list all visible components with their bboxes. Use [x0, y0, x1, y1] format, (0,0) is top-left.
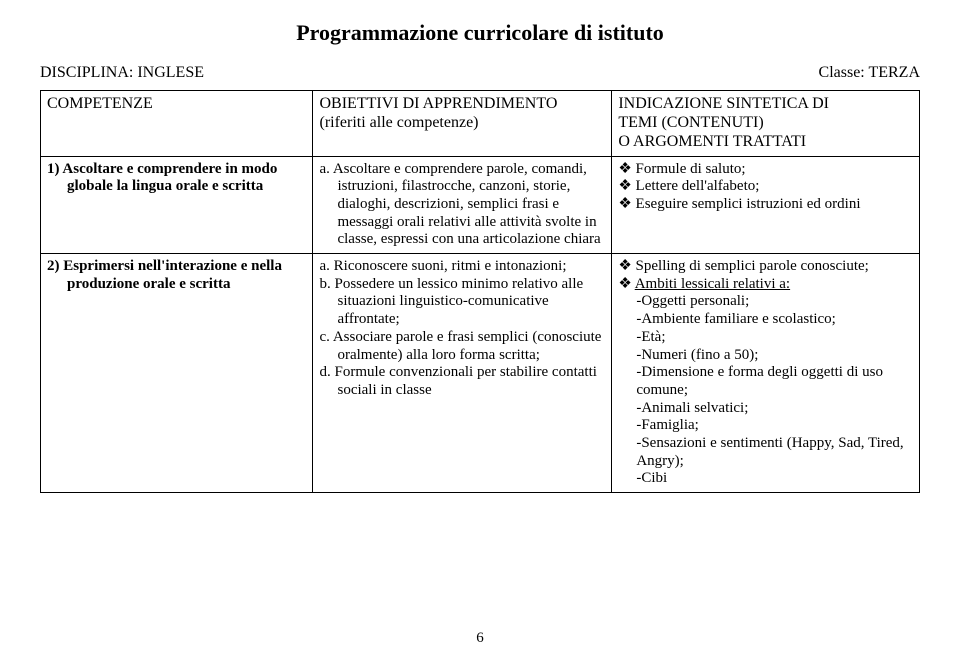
tema-1-1: Formule di saluto; — [618, 161, 913, 179]
table-row: 1) Ascoltare e comprendere in modo globa… — [41, 156, 920, 253]
col2-header: OBIETTIVI DI APPRENDIMENTO (riferiti all… — [313, 91, 612, 157]
col3-header-line3: O ARGOMENTI TRATTATI — [618, 133, 913, 152]
table-row: 2) Esprimersi nell'interazione e nella p… — [41, 254, 920, 493]
tema-1-3: Eseguire semplici istruzioni ed ordini — [618, 196, 913, 214]
cell-competenza-2: 2) Esprimersi nell'interazione e nella p… — [41, 254, 313, 493]
tema-2-2: Ambiti lessicali relativi a: — [618, 276, 913, 294]
page-number: 6 — [0, 630, 960, 647]
tema-2-sub6: -Animali selvatici; — [618, 400, 913, 418]
curriculum-table: COMPETENZE OBIETTIVI DI APPRENDIMENTO (r… — [40, 90, 920, 493]
obiettivo-2c: c. Associare parole e frasi semplici (co… — [319, 329, 605, 364]
cell-temi-1: Formule di saluto; Lettere dell'alfabeto… — [612, 156, 920, 253]
tema-2-sub2: -Ambiente familiare e scolastico; — [618, 311, 913, 329]
tema-2-sub8: -Sensazioni e sentimenti (Happy, Sad, Ti… — [618, 435, 913, 470]
col2-header-line2: (riferiti alle competenze) — [319, 114, 605, 133]
tema-2-1: Spelling di semplici parole conosciute; — [618, 258, 913, 276]
tema-2-sub5: -Dimensione e forma degli oggetti di uso… — [618, 364, 913, 399]
obiettivo-2d: d. Formule convenzionali per stabilire c… — [319, 364, 605, 399]
col1-header: COMPETENZE — [41, 91, 313, 157]
page-title: Programmazione curricolare di istituto — [296, 20, 664, 46]
class-label: Classe: TERZA — [819, 64, 920, 82]
obiettivo-2a: a. Riconoscere suoni, ritmi e intonazion… — [319, 258, 605, 276]
tema-2-sub3: -Età; — [618, 329, 913, 347]
col3-header-line1: INDICAZIONE SINTETICA DI — [618, 95, 913, 114]
tema-2-sub7: -Famiglia; — [618, 417, 913, 435]
competenza-2-text: 2) Esprimersi nell'interazione e nella p… — [47, 258, 306, 293]
tema-2-sub9: -Cibi — [618, 470, 913, 488]
obiettivo-2b: b. Possedere un lessico minimo relativo … — [319, 276, 605, 329]
tema-2-2-text: Ambiti lessicali relativi a: — [635, 276, 790, 292]
col3-header-line2: TEMI (CONTENUTI) — [618, 114, 913, 133]
table-header-row: COMPETENZE OBIETTIVI DI APPRENDIMENTO (r… — [41, 91, 920, 157]
cell-obiettivi-2: a. Riconoscere suoni, ritmi e intonazion… — [313, 254, 612, 493]
discipline-label: DISCIPLINA: INGLESE — [40, 64, 204, 82]
col3-header: INDICAZIONE SINTETICA DI TEMI (CONTENUTI… — [612, 91, 920, 157]
tema-1-2: Lettere dell'alfabeto; — [618, 178, 913, 196]
competenza-1-text: 1) Ascoltare e comprendere in modo globa… — [47, 161, 306, 196]
col2-header-line1: OBIETTIVI DI APPRENDIMENTO — [319, 95, 605, 114]
tema-2-sub4: -Numeri (fino a 50); — [618, 347, 913, 365]
obiettivo-1a: a. Ascoltare e comprendere parole, coman… — [319, 161, 605, 249]
cell-temi-2: Spelling di semplici parole conosciute; … — [612, 254, 920, 493]
cell-competenza-1: 1) Ascoltare e comprendere in modo globa… — [41, 156, 313, 253]
tema-2-sub1: -Oggetti personali; — [618, 293, 913, 311]
cell-obiettivi-1: a. Ascoltare e comprendere parole, coman… — [313, 156, 612, 253]
